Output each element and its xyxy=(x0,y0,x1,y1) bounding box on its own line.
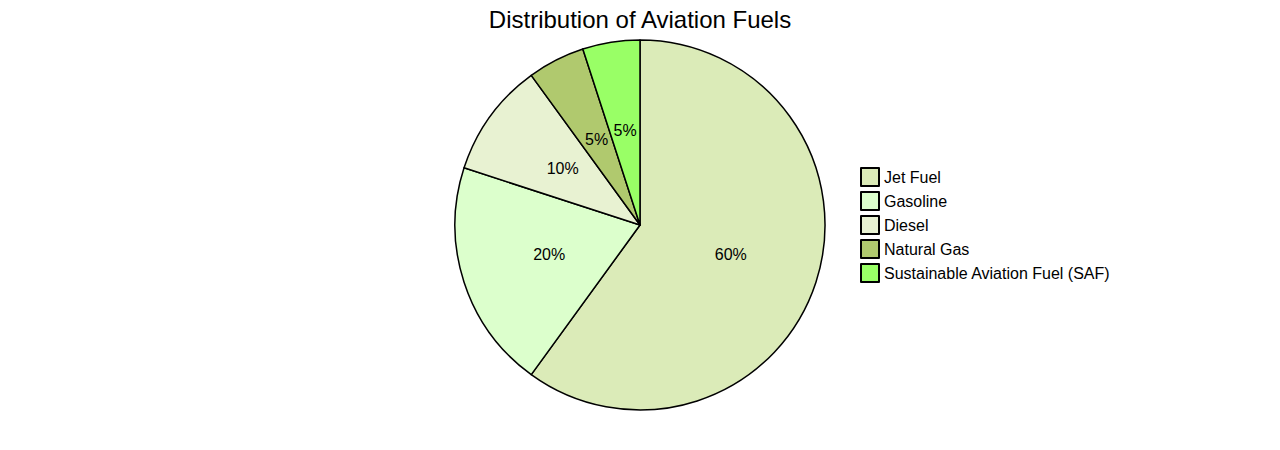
svg-text:Natural Gas: Natural Gas xyxy=(884,241,969,258)
svg-text:60%: 60% xyxy=(715,246,747,263)
svg-text:Distribution of Aviation Fuels: Distribution of Aviation Fuels xyxy=(489,6,791,33)
svg-text:10%: 10% xyxy=(547,160,579,177)
svg-text:Jet Fuel: Jet Fuel xyxy=(884,169,941,186)
svg-text:20%: 20% xyxy=(533,246,565,263)
svg-text:5%: 5% xyxy=(585,131,608,148)
svg-text:5%: 5% xyxy=(613,122,636,139)
svg-text:Gasoline: Gasoline xyxy=(884,193,947,210)
svg-text:Sustainable Aviation Fuel (SAF: Sustainable Aviation Fuel (SAF) xyxy=(884,265,1110,282)
svg-text:Diesel: Diesel xyxy=(884,217,928,234)
